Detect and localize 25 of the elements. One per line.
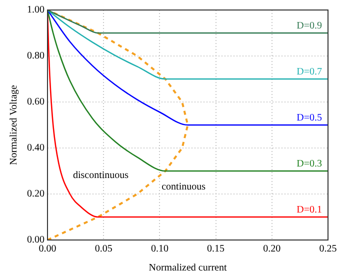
series-label: D=0.5 (296, 112, 322, 124)
y-tick-label: 0.60 (27, 96, 44, 108)
x-tick-label: 0.25 (319, 244, 337, 255)
y-tick-label: 0.80 (27, 50, 44, 62)
series-label: D=0.1 (296, 204, 322, 216)
series-label: D=0.3 (296, 158, 322, 170)
y-axis-title: Normalized Voltage (8, 84, 20, 165)
series-label: D=0.7 (296, 66, 322, 78)
y-tick-label: 0.20 (27, 188, 44, 200)
line-series (48, 10, 328, 34)
x-tick-label: 0.05 (94, 244, 112, 255)
x-tick-label: 0.15 (207, 244, 225, 255)
y-tick-label: 1.00 (27, 4, 44, 16)
annotation: continuous (162, 182, 206, 193)
x-tick-label: 0.10 (150, 244, 168, 255)
y-tick-label: 0.00 (27, 234, 44, 246)
line-series (48, 10, 328, 172)
annotation: discontinuous (73, 170, 129, 182)
x-axis-title: Normalized current (148, 262, 227, 274)
series-label: D=0.9 (296, 20, 322, 32)
line-series (48, 10, 328, 126)
y-tick-label: 0.40 (27, 142, 44, 154)
x-tick-label: 0.00 (38, 244, 56, 255)
x-tick-label: 0.20 (263, 244, 281, 255)
line-series (48, 10, 328, 80)
